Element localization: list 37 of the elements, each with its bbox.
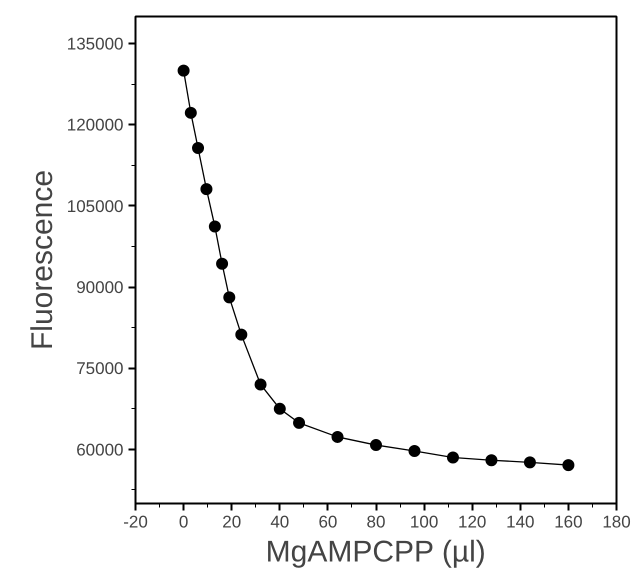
y-tick-label: 135000	[66, 34, 124, 54]
x-axis-title: MgAMPCPP (µl)	[266, 536, 486, 568]
x-tick-label: 20	[222, 512, 242, 532]
y-tick-label: 90000	[76, 278, 124, 298]
y-axis-title: Fluorescence	[26, 170, 59, 350]
point	[178, 64, 190, 77]
point	[370, 439, 382, 452]
y-tick-label: 75000	[76, 359, 124, 378]
y-tick-label: 60000	[76, 440, 124, 460]
point	[223, 291, 236, 304]
point	[485, 454, 498, 466]
x-tick-label: 140	[506, 512, 534, 532]
x-tick-label: 0	[178, 512, 188, 532]
x-tick-label: 180	[602, 512, 631, 532]
point	[216, 258, 228, 270]
point	[293, 416, 306, 429]
point	[446, 452, 459, 464]
x-tick-label: 100	[410, 512, 438, 532]
point	[274, 402, 286, 415]
x-tick-label: 160	[554, 512, 583, 532]
x-tick-label: 120	[458, 512, 486, 532]
x-tick-label: -20	[123, 512, 148, 532]
point	[254, 378, 267, 390]
point	[192, 142, 204, 154]
y-tick-label: 105000	[66, 196, 124, 216]
point	[200, 183, 212, 196]
x-tick-label: 40	[270, 512, 290, 532]
point	[208, 220, 221, 232]
x-tick-label: 80	[366, 512, 386, 532]
y-tick-label: 120000	[66, 116, 124, 135]
point	[184, 106, 197, 119]
point	[408, 445, 420, 457]
x-tick-label: 60	[318, 512, 338, 532]
point	[235, 328, 248, 341]
point	[524, 456, 536, 468]
point	[562, 459, 574, 472]
point	[332, 430, 344, 443]
